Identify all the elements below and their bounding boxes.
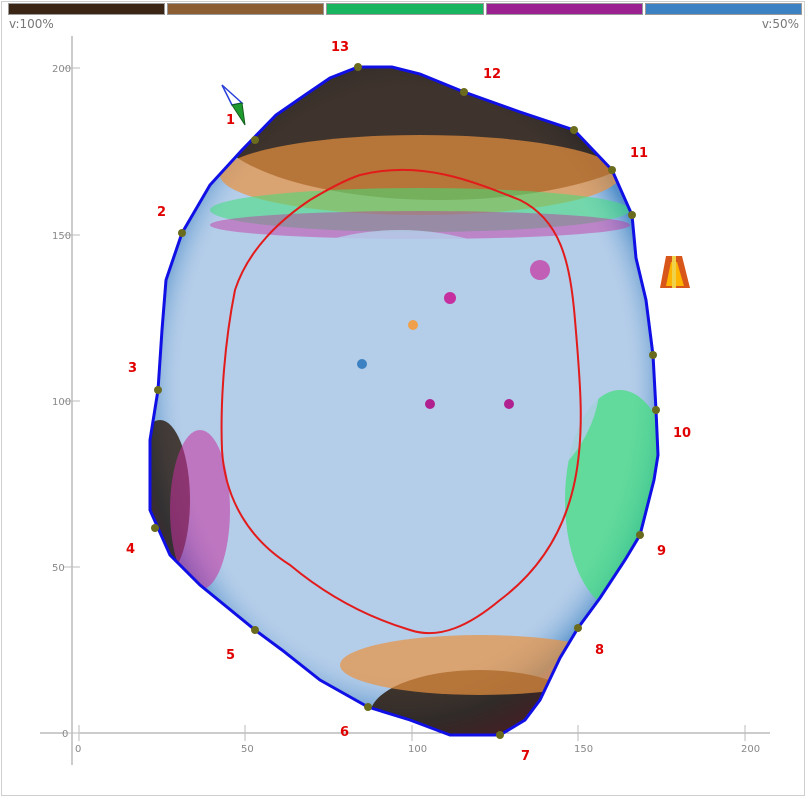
vertex-marker — [652, 406, 660, 414]
vertex-marker — [178, 229, 186, 237]
scale-right-label: v:50% — [761, 17, 799, 31]
segment-label-7: 7 — [521, 749, 530, 764]
vertex-marker — [151, 524, 159, 532]
vertex-marker — [496, 731, 504, 739]
segment-label-5: 5 — [226, 648, 235, 663]
spot-orange — [408, 320, 418, 330]
scale-segment-dark-brown — [8, 3, 166, 15]
vertex-marker — [154, 386, 162, 394]
spot-magenta-4 — [530, 260, 550, 280]
inner-contour — [220, 168, 582, 635]
left-magenta-zone — [170, 430, 230, 590]
top-green-zone — [210, 188, 630, 232]
segment-label-1: 1 — [226, 113, 235, 128]
segment-label-6: 6 — [340, 725, 349, 740]
y-tick-label: 200 — [52, 64, 71, 75]
segment-label-8: 8 — [595, 643, 604, 658]
y-tick-label: 150 — [52, 231, 71, 242]
y-tick-label: 0 — [62, 729, 68, 740]
scale-left-label: v:100% — [9, 17, 54, 31]
segment-label-2: 2 — [157, 205, 166, 220]
vertex-marker — [570, 126, 578, 134]
spot-magenta-3 — [444, 292, 456, 304]
axes: 0 50 100 150 200 0 50 100 150 200 — [40, 36, 770, 765]
spot-blue-1 — [357, 359, 367, 369]
top-magenta-zone — [210, 211, 630, 239]
x-tick-label: 150 — [574, 744, 593, 755]
x-tick-label: 50 — [241, 744, 254, 755]
heat-region — [148, 65, 660, 737]
x-tick-label: 200 — [741, 744, 760, 755]
vertex-marker — [628, 211, 636, 219]
scale-segment-magenta — [485, 3, 643, 15]
x-tick-label: 100 — [408, 744, 427, 755]
y-tick-label: 50 — [52, 563, 65, 574]
inner-light-zone — [200, 230, 600, 530]
scale-segment-green — [326, 3, 484, 15]
x-tick-label: 0 — [75, 744, 81, 755]
color-scale-bar — [8, 3, 803, 15]
vertex-marker — [649, 351, 657, 359]
orange-tower-icon — [660, 256, 690, 288]
segment-label-10: 10 — [673, 426, 691, 441]
y-tick-label: 100 — [52, 397, 71, 408]
region-outline — [148, 65, 660, 737]
scale-segment-blue — [644, 3, 803, 15]
vertex-marker — [574, 624, 582, 632]
scale-segment-brown — [167, 3, 325, 15]
segment-label-4: 4 — [126, 542, 135, 557]
vertex-marker — [354, 63, 362, 71]
segment-label-9: 9 — [657, 544, 666, 559]
segment-label-3: 3 — [128, 361, 137, 376]
vertex-marker — [251, 626, 259, 634]
spot-magenta-1 — [425, 399, 435, 409]
vertex-marker — [636, 531, 644, 539]
vertex-marker — [364, 703, 372, 711]
vertex-marker — [608, 166, 616, 174]
bottom-orange-zone — [340, 635, 620, 695]
segment-label-12: 12 — [483, 67, 501, 82]
segment-label-11: 11 — [630, 146, 648, 161]
segment-label-13: 13 — [331, 40, 349, 55]
compass-arrow-icon — [221, 84, 246, 126]
spot-magenta-2 — [504, 399, 514, 409]
vertex-marker — [251, 136, 259, 144]
vertex-marker — [460, 88, 468, 96]
